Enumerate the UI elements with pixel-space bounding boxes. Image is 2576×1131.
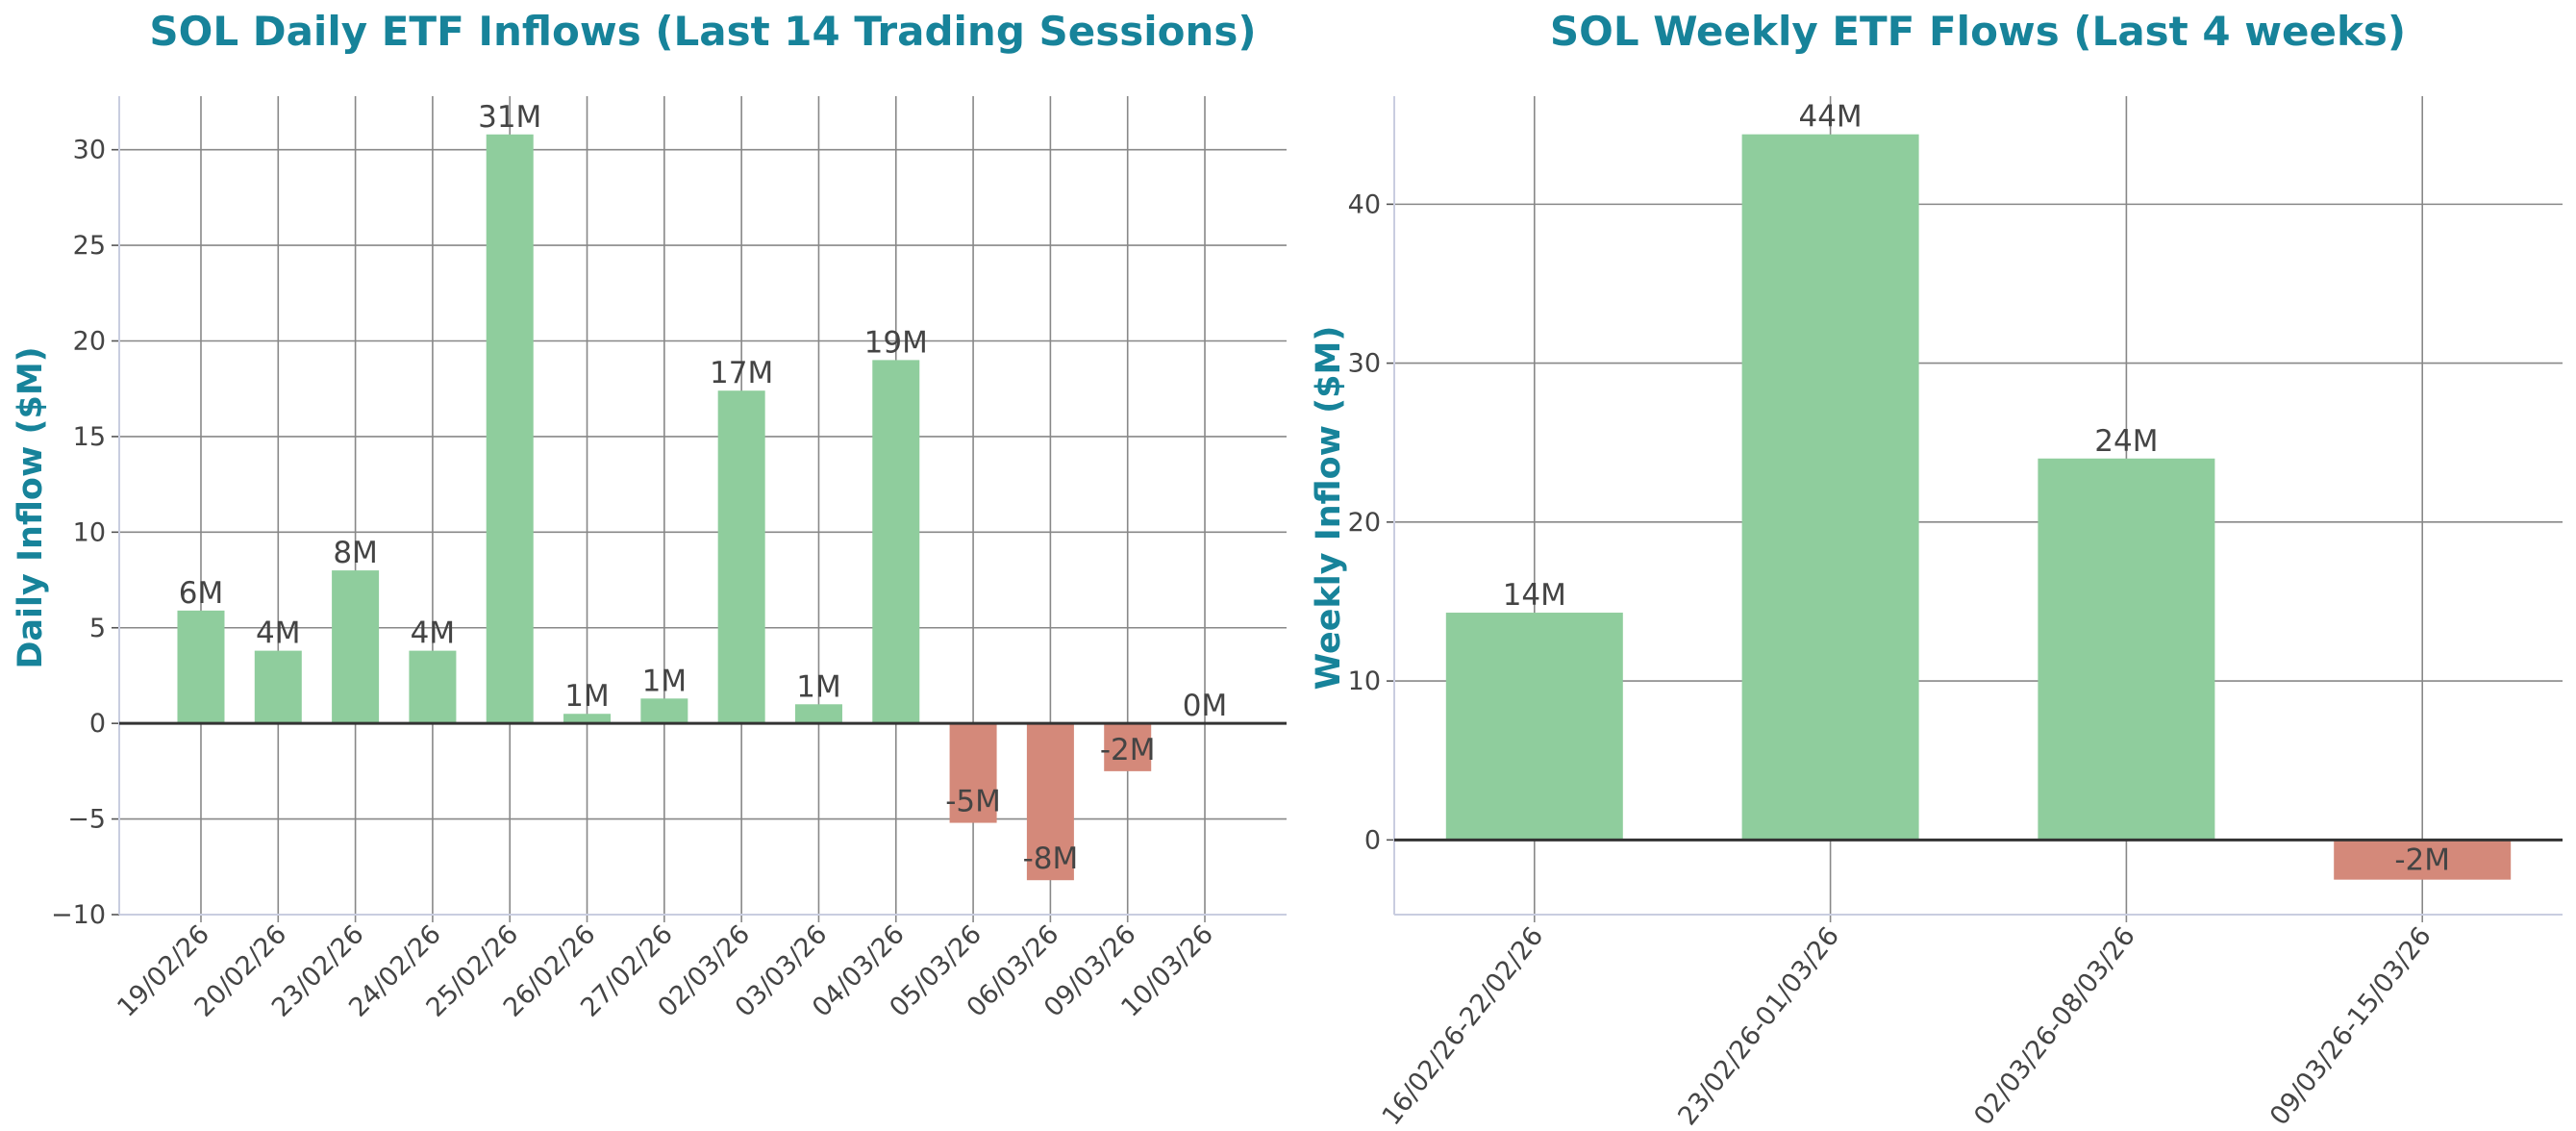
bar: [794, 704, 842, 724]
bar: [2334, 840, 2512, 880]
bar: [1741, 134, 1919, 841]
y-axis-label: Weekly Inflow ($M): [1310, 326, 1348, 691]
y-tick-label: 0: [1364, 825, 1381, 855]
y-tick-label: 20: [1348, 508, 1381, 538]
data-label: -5M: [945, 785, 1001, 819]
bar: [640, 698, 688, 724]
bar: [563, 714, 612, 724]
y-axis-label: Daily Inflow ($M): [12, 346, 50, 668]
data-label: 1M: [642, 664, 687, 698]
y-tick-label: 10: [1348, 666, 1381, 696]
y-tick-label: 5: [89, 614, 106, 643]
data-label: 24M: [2094, 424, 2158, 459]
x-tick-label: 16/02/26-22/02/26: [1377, 921, 1550, 1131]
bar: [332, 570, 380, 724]
y-tick-label: −10: [51, 900, 106, 930]
data-label: 1M: [564, 679, 609, 714]
y-tick-label: 20: [73, 327, 106, 357]
data-label: -2M: [2394, 843, 2450, 878]
data-label: 31M: [478, 100, 541, 135]
data-label: 8M: [333, 536, 377, 570]
bar: [486, 134, 534, 724]
chart-title: SOL Weekly ETF Flows (Last 4 weeks): [1550, 8, 2406, 55]
data-label: 44M: [1798, 100, 1862, 135]
bar: [177, 610, 225, 724]
data-label: 17M: [710, 356, 773, 390]
bar: [2038, 458, 2215, 841]
y-tick-label: 30: [1348, 349, 1381, 379]
data-label: 14M: [1503, 578, 1566, 613]
bar: [1104, 723, 1152, 771]
chart-title: SOL Daily ETF Inflows (Last 14 Trading S…: [149, 8, 1256, 55]
bar: [872, 360, 920, 724]
y-tick-label: 30: [73, 136, 106, 165]
data-label: 6M: [179, 576, 223, 611]
bar: [1445, 613, 1623, 841]
data-label: -8M: [1023, 842, 1079, 876]
x-tick-label: 02/03/26-08/03/26: [1968, 921, 2141, 1131]
data-label: 19M: [864, 325, 928, 360]
data-label: 0M: [1183, 689, 1227, 723]
bar: [717, 390, 765, 724]
data-label: -2M: [1100, 733, 1156, 767]
bar: [409, 650, 457, 724]
bar: [1026, 723, 1074, 881]
x-tick-label: 09/03/26-15/03/26: [2264, 921, 2438, 1131]
y-tick-label: 40: [1348, 189, 1381, 219]
data-label: 1M: [796, 669, 840, 704]
bar: [949, 723, 997, 823]
data-label: 4M: [411, 616, 455, 651]
y-tick-label: 0: [89, 709, 106, 739]
bar: [254, 650, 302, 724]
y-tick-label: 10: [73, 517, 106, 547]
daily-inflows-chart: SOL Daily ETF Inflows (Last 14 Trading S…: [12, 8, 1287, 1023]
x-tick-label: 23/02/26-01/03/26: [1672, 921, 1845, 1131]
weekly-flows-chart: SOL Weekly ETF Flows (Last 4 weeks) Weekl…: [1310, 8, 2563, 1131]
data-label: 4M: [256, 616, 300, 651]
y-tick-label: −5: [67, 805, 106, 835]
y-tick-label: 25: [73, 231, 106, 261]
y-tick-label: 15: [73, 422, 106, 452]
